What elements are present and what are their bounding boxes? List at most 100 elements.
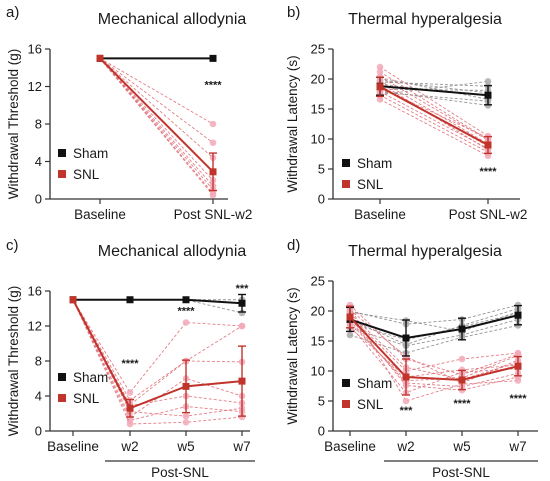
individual-point-sham <box>484 78 492 85</box>
legend-label: Sham <box>357 376 392 391</box>
mean-marker-snl <box>514 362 522 370</box>
individual-line-snl <box>379 80 489 145</box>
mean-marker-snl <box>96 54 104 62</box>
legend-label: Sham <box>357 156 392 171</box>
x-tick-label: w5 <box>452 439 470 454</box>
individual-point-snl <box>182 319 190 326</box>
mean-marker-sham <box>238 299 246 307</box>
individual-line-sham <box>379 81 489 87</box>
panel-letter: b) <box>287 4 300 21</box>
mean-marker-sham <box>126 296 134 304</box>
x-tick-label: w2 <box>120 439 138 454</box>
mean-marker-snl <box>69 296 77 304</box>
individual-line-sham <box>379 79 489 94</box>
individual-point-snl <box>209 139 217 147</box>
individual-point-snl <box>458 355 466 363</box>
individual-line-snl <box>72 299 243 402</box>
x-tick-label: Baseline <box>47 439 99 454</box>
series-line-snl <box>72 299 243 410</box>
y-tick-label: 8 <box>35 354 42 369</box>
y-tick-label: 12 <box>28 319 42 334</box>
individual-line-snl <box>379 71 489 140</box>
y-tick-label: 4 <box>35 154 42 169</box>
significance-label: **** <box>453 398 471 410</box>
individual-line-snl <box>379 82 489 151</box>
chart-panel-3: c) Mechanical allodynia Withdrawal Thresho… <box>6 237 255 480</box>
mean-marker-snl <box>209 168 217 176</box>
individual-point-snl <box>238 322 246 330</box>
legend-swatch-sham <box>342 159 350 167</box>
x-tick-label: Post SNL-w2 <box>449 207 528 222</box>
y-tick-label: 20 <box>311 304 325 319</box>
individual-line-sham <box>379 88 489 91</box>
legend-swatch-sham <box>58 149 66 157</box>
legend-swatch-snl <box>342 180 350 188</box>
individual-point-snl <box>376 63 384 71</box>
individual-line-snl <box>72 299 243 406</box>
significance-label: *** <box>400 405 414 417</box>
individual-line-snl <box>72 299 243 394</box>
y-axis-title: Withdrawal Latency (s) <box>285 287 300 424</box>
individual-line-snl <box>72 299 243 407</box>
mean-marker-snl <box>458 376 466 384</box>
x-tick-label: Baseline <box>74 207 126 222</box>
individual-line-snl <box>99 58 214 159</box>
individual-line-snl <box>349 325 519 394</box>
individual-line-snl <box>349 307 519 402</box>
mean-marker-snl <box>484 141 492 149</box>
mean-marker-snl <box>238 377 246 385</box>
individual-point-snl <box>182 418 190 426</box>
y-axis-title: Withdrawal Threshold (g) <box>6 49 21 200</box>
legend-label: SNL <box>357 397 384 412</box>
individual-line-sham <box>349 311 519 332</box>
series-line-sham <box>379 85 489 97</box>
individual-point-sham <box>238 309 246 317</box>
individual-point-snl <box>376 68 384 76</box>
individual-line-snl <box>99 58 214 144</box>
individual-line-snl <box>379 66 489 137</box>
legend-label: Sham <box>73 370 108 385</box>
individual-line-snl <box>99 58 214 190</box>
series-line-snl <box>99 57 214 173</box>
y-tick-label: 16 <box>28 284 42 299</box>
individual-line-snl <box>72 299 243 422</box>
legend-label: SNL <box>73 391 100 406</box>
mean-marker-sham <box>402 334 410 342</box>
y-tick-label: 5 <box>318 162 325 177</box>
legend-swatch-snl <box>58 394 66 402</box>
legend-swatch-snl <box>342 400 350 408</box>
y-tick-label: 0 <box>318 424 325 439</box>
individual-point-snl <box>238 413 246 421</box>
x-tick-label: w5 <box>176 439 194 454</box>
mean-marker-snl <box>376 83 384 91</box>
legend-label: SNL <box>73 167 100 182</box>
individual-line-snl <box>349 309 519 384</box>
individual-line-snl <box>99 58 214 187</box>
individual-line-snl <box>99 58 214 194</box>
individual-line-sham <box>349 308 519 346</box>
mean-marker-snl <box>126 404 134 412</box>
y-tick-label: 25 <box>311 274 325 289</box>
y-tick-label: 0 <box>35 424 42 439</box>
individual-line-snl <box>379 94 489 153</box>
x-tick-label: Post SNL-w2 <box>174 207 253 222</box>
chart-title: Thermal hyperalgesia <box>348 243 502 260</box>
mean-marker-sham <box>182 296 190 304</box>
legend-swatch-sham <box>58 373 66 381</box>
mean-marker-sham <box>514 311 522 319</box>
y-axis-title: Withdrawal Threshold (g) <box>6 286 21 437</box>
y-tick-label: 15 <box>311 334 325 349</box>
individual-point-snl <box>126 389 134 396</box>
y-tick-label: 4 <box>35 389 42 404</box>
y-tick-label: 0 <box>318 192 325 207</box>
individual-point-snl <box>182 412 190 420</box>
series-line-sham <box>349 314 519 340</box>
x-tick-label: w7 <box>232 439 250 454</box>
series-line-snl <box>349 316 519 382</box>
legend-label: Sham <box>73 146 108 161</box>
mean-marker-sham <box>209 54 217 62</box>
individual-point-snl <box>209 191 217 199</box>
mean-marker-sham <box>484 91 492 99</box>
chart-title: Mechanical allodynia <box>98 243 247 260</box>
chart-panel-2: b) Thermal hyperalgesia Withdrawal Latency… <box>285 4 527 222</box>
